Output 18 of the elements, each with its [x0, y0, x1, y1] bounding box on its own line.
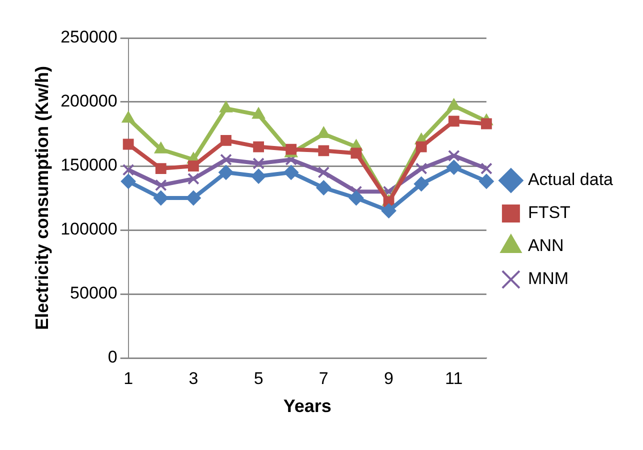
legend-label: Actual data — [528, 170, 614, 190]
y-axis-title: Electricity consumption (Kw/h) — [32, 66, 52, 330]
y-tick-label: 150000 — [60, 156, 118, 175]
x-tick-label: 3 — [188, 368, 198, 388]
legend-label: FTST — [528, 203, 570, 222]
x-tick-label: 5 — [254, 368, 264, 388]
y-tick-label: 100000 — [60, 220, 118, 239]
y-tick-label: 200000 — [60, 92, 118, 111]
legend-label: MNM — [528, 269, 569, 288]
y-tick-label: 250000 — [60, 28, 118, 47]
x-tick-label: 7 — [318, 368, 328, 388]
x-tick-label: 1 — [124, 368, 134, 388]
legend-label: ANN — [528, 236, 564, 256]
x-axis-title: Years — [283, 396, 332, 416]
x-tick-label: 11 — [445, 368, 463, 388]
y-tick-label: 50000 — [70, 284, 118, 303]
y-tick-label: 0 — [108, 348, 118, 367]
x-tick-label: 9 — [384, 368, 394, 388]
